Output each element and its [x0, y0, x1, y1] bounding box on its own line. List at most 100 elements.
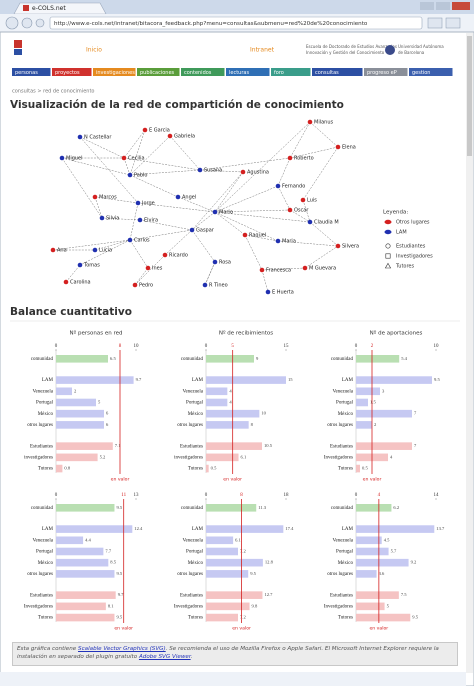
nav-label[interactable]: consultas	[315, 70, 339, 76]
reference-label: en valor	[232, 626, 251, 632]
network-node[interactable]	[135, 200, 141, 206]
bar	[206, 387, 228, 396]
network-node[interactable]	[127, 237, 133, 243]
bar	[206, 591, 263, 599]
viewer-link[interactable]: Adobe SVG Viewer	[138, 654, 191, 660]
nav-label[interactable]: contenidos	[184, 70, 212, 76]
svg-link[interactable]: Scalable Vector Graphics (SVG)	[78, 646, 166, 652]
page-menu[interactable]	[427, 17, 443, 29]
value-label: 13.7	[436, 526, 445, 531]
nav-button[interactable]	[93, 68, 136, 76]
node-label: Oscar	[294, 208, 309, 214]
x-tick-label: 0	[205, 493, 208, 498]
network-node[interactable]	[189, 227, 195, 233]
network-node[interactable]	[175, 194, 181, 200]
category-label: Venezuela	[332, 389, 353, 394]
network-node[interactable]	[77, 262, 83, 268]
network-node[interactable]	[92, 247, 98, 253]
address-bar[interactable]	[49, 16, 423, 30]
network-node[interactable]	[335, 243, 341, 249]
back-button[interactable]	[5, 16, 19, 30]
minimize-button[interactable]	[420, 2, 434, 10]
network-node[interactable]	[99, 215, 105, 221]
tools-menu[interactable]	[445, 17, 461, 29]
forward-button[interactable]	[21, 17, 33, 29]
category-label: investigadores	[174, 456, 203, 461]
network-node[interactable]	[197, 167, 203, 173]
network-node[interactable]	[50, 247, 56, 253]
bar	[206, 570, 249, 578]
scroll-thumb[interactable]	[467, 36, 472, 156]
network-node[interactable]	[265, 289, 271, 295]
network-node[interactable]	[275, 183, 281, 189]
network-node[interactable]	[240, 169, 246, 175]
nav-label[interactable]: publicaciones	[140, 70, 175, 76]
network-node[interactable]	[335, 144, 341, 150]
network-node[interactable]	[212, 209, 218, 215]
reload-button[interactable]	[35, 18, 45, 28]
network-node[interactable]	[121, 155, 127, 161]
value-label: 3	[382, 388, 385, 393]
network-node[interactable]	[302, 265, 308, 271]
intranet-link[interactable]: Intranet	[250, 47, 275, 54]
network-node[interactable]	[212, 259, 218, 265]
network-node[interactable]	[167, 133, 173, 139]
network-node[interactable]	[307, 219, 313, 225]
network-node[interactable]	[142, 127, 148, 133]
network-node[interactable]	[307, 119, 313, 125]
network-edge	[289, 146, 339, 159]
node-label: Tomas	[83, 263, 100, 269]
home-link[interactable]: Inicio	[86, 47, 102, 54]
nav-label[interactable]: foro	[274, 70, 284, 76]
category-label: comunidad	[181, 357, 204, 362]
nav-button[interactable]	[52, 68, 92, 76]
category-label: Portugal	[186, 550, 204, 555]
scrollbar[interactable]	[466, 33, 473, 673]
network-node[interactable]	[259, 267, 265, 273]
nav-label[interactable]: proyectos	[55, 70, 80, 76]
nav-label[interactable]: personas	[15, 70, 38, 76]
bar	[56, 453, 98, 462]
node-label: Claudia M	[314, 220, 339, 226]
nav-button[interactable]	[181, 68, 225, 76]
tab-title[interactable]: e-COLS.net	[32, 5, 66, 12]
nav-label[interactable]: progreso eP	[367, 70, 397, 76]
nav-button[interactable]	[409, 68, 453, 76]
network-node[interactable]	[162, 252, 168, 258]
nav-button[interactable]	[271, 68, 311, 76]
network-node[interactable]	[202, 282, 208, 288]
nav-button[interactable]	[137, 68, 180, 76]
network-node[interactable]	[145, 265, 151, 271]
network-node[interactable]	[287, 155, 293, 161]
network-node[interactable]	[63, 279, 69, 285]
node-label: Ricardo	[169, 253, 188, 259]
category-label: Venezuela	[32, 538, 53, 543]
nav-label[interactable]: lecturas	[229, 70, 249, 76]
network-node[interactable]	[300, 197, 306, 203]
nav-button[interactable]	[12, 68, 51, 76]
nav-label[interactable]: gestion	[412, 70, 430, 76]
maximize-button[interactable]	[436, 2, 450, 10]
network-node[interactable]	[275, 238, 281, 244]
nav-label[interactable]: investigaciones	[96, 70, 135, 76]
network-node[interactable]	[242, 232, 248, 238]
network-node[interactable]	[132, 282, 138, 288]
close-button[interactable]	[452, 2, 470, 10]
value-label: 9.5	[116, 615, 122, 620]
reference-label: en valor	[114, 626, 133, 632]
network-node[interactable]	[77, 134, 83, 140]
reference-label: en valor	[223, 477, 242, 483]
site-logo[interactable]	[14, 40, 22, 48]
nav-button[interactable]	[226, 68, 270, 76]
x-tick-label: 10	[434, 344, 440, 349]
nav-button[interactable]	[364, 68, 408, 76]
network-node[interactable]	[137, 217, 143, 223]
network-node[interactable]	[92, 194, 98, 200]
network-node[interactable]	[287, 207, 293, 213]
url[interactable]: http://www.e-cols.net/intranet/bitacora_…	[54, 21, 368, 27]
network-node[interactable]	[127, 172, 133, 178]
nav-button[interactable]	[312, 68, 363, 76]
network-node[interactable]	[59, 155, 65, 161]
x-tick-label: 15	[284, 344, 290, 349]
node-label: M Guevara	[309, 266, 336, 272]
